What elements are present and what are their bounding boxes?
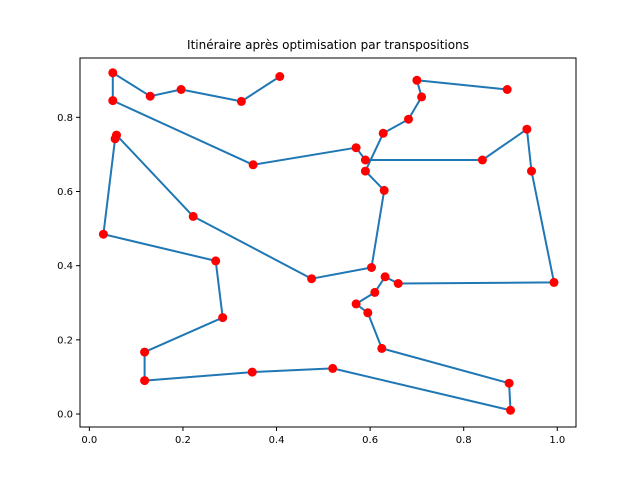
x-axis: 0.0 0.2 0.4 0.6 0.8 1.0 bbox=[81, 427, 565, 446]
city-point bbox=[176, 85, 186, 94]
x-tick-label: 0.4 bbox=[269, 435, 285, 446]
city-point bbox=[379, 185, 389, 195]
city-point bbox=[307, 274, 317, 284]
x-tick-label: 0.6 bbox=[362, 435, 378, 446]
city-point bbox=[363, 308, 373, 318]
city-point bbox=[145, 91, 155, 101]
city-point bbox=[360, 166, 370, 176]
city-point bbox=[549, 277, 559, 287]
plot-area bbox=[98, 68, 559, 415]
city-point bbox=[140, 347, 150, 357]
city-point bbox=[211, 256, 221, 266]
city-point bbox=[504, 378, 514, 388]
route-line bbox=[102, 71, 555, 412]
city-point bbox=[393, 279, 403, 288]
city-point bbox=[378, 128, 388, 138]
city-point bbox=[351, 299, 361, 309]
city-point bbox=[247, 367, 257, 377]
city-point bbox=[522, 124, 532, 134]
x-tick-label: 0.8 bbox=[456, 435, 472, 446]
city-point bbox=[98, 229, 108, 239]
x-tick-label: 0.0 bbox=[81, 435, 97, 446]
city-point bbox=[112, 130, 121, 140]
city-point bbox=[248, 160, 258, 170]
x-tick-label: 0.2 bbox=[175, 435, 191, 446]
city-point bbox=[377, 343, 387, 353]
city-point bbox=[140, 376, 150, 386]
city-point bbox=[108, 68, 118, 78]
y-tick-label: 0.2 bbox=[57, 335, 73, 346]
city-point bbox=[351, 143, 361, 153]
city-point bbox=[417, 92, 427, 102]
city-point bbox=[527, 166, 536, 176]
y-tick-label: 0.4 bbox=[57, 261, 73, 272]
city-point bbox=[188, 211, 198, 221]
city-point bbox=[380, 272, 390, 282]
city-point bbox=[412, 75, 422, 85]
chart-title: Itinéraire après optimisation par transp… bbox=[187, 38, 469, 52]
x-tick-label: 1.0 bbox=[549, 435, 565, 446]
city-point bbox=[404, 114, 413, 124]
city-point bbox=[502, 85, 512, 94]
city-point bbox=[370, 287, 380, 297]
city-point bbox=[218, 313, 228, 323]
city-point bbox=[506, 405, 515, 415]
axes-frame bbox=[79, 57, 577, 428]
city-point bbox=[328, 363, 338, 373]
city-point bbox=[275, 72, 285, 81]
city-point bbox=[108, 96, 118, 106]
y-tick-label: 0.8 bbox=[57, 113, 73, 124]
city-point bbox=[236, 96, 246, 106]
city-point bbox=[477, 155, 487, 165]
city-point bbox=[367, 263, 376, 272]
city-point bbox=[360, 155, 370, 165]
y-axis: 0.0 0.2 0.4 0.6 0.8 bbox=[57, 113, 80, 421]
y-tick-label: 0.6 bbox=[57, 187, 73, 198]
y-tick-label: 0.0 bbox=[57, 410, 73, 421]
